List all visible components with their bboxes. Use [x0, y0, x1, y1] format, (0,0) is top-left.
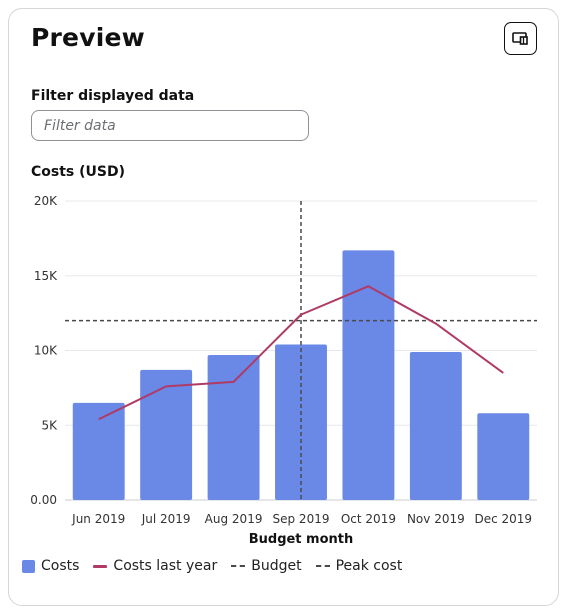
- legend-item-costs-last-year[interactable]: Costs last year: [93, 558, 217, 574]
- costs-chart: 0.00 5K 10K 15K 20K Jun 2019 Jul 2019 Aug 2019 S…: [30, 194, 537, 547]
- y-tick-label: 0.00: [30, 493, 57, 507]
- filter-label: Filter displayed data: [31, 88, 195, 104]
- legend-item-costs[interactable]: Costs: [22, 558, 79, 574]
- chart-table-toggle-icon: [512, 32, 528, 45]
- view-toggle-button[interactable]: [504, 22, 537, 55]
- chart-title: Costs (USD): [31, 164, 125, 180]
- filter-input[interactable]: [31, 110, 309, 141]
- bar-costs: [409, 351, 462, 500]
- legend-swatch-peak-cost: [315, 565, 330, 567]
- legend-label-budget: Budget: [251, 558, 302, 574]
- line-costs-last-year: [98, 285, 504, 421]
- y-tick-label: 10K: [34, 344, 58, 358]
- y-tick-label: 15K: [34, 269, 58, 283]
- preview-panel: Preview Filter displayed data Costs (USD…: [8, 8, 559, 606]
- bar-costs: [72, 402, 125, 500]
- chart-legend: Costs Costs last year Budget Peak cost: [22, 558, 416, 574]
- legend-item-budget[interactable]: Budget: [231, 558, 302, 574]
- bar-costs: [275, 344, 327, 500]
- y-tick-label: 20K: [34, 194, 58, 208]
- x-tick-label: Jul 2019: [141, 512, 191, 526]
- x-tick-label: Sep 2019: [273, 512, 330, 526]
- bar-costs: [207, 354, 260, 500]
- x-tick-label: Nov 2019: [407, 512, 465, 526]
- bar-costs: [342, 250, 395, 500]
- legend-label-peak-cost: Peak cost: [335, 558, 403, 574]
- legend-item-peak-cost[interactable]: Peak cost: [315, 558, 403, 574]
- bar-costs: [140, 369, 193, 500]
- x-axis-label: Budget month: [249, 532, 354, 547]
- legend-swatch-budget: [231, 565, 246, 567]
- legend-label-costs-last-year: Costs last year: [113, 558, 218, 574]
- x-tick-label: Jun 2019: [71, 512, 125, 526]
- panel-title: Preview: [31, 23, 145, 52]
- bar-costs: [477, 413, 530, 500]
- y-tick-label: 5K: [41, 418, 58, 432]
- legend-label-costs: Costs: [41, 558, 80, 574]
- legend-swatch-costs-last-year: [93, 564, 108, 568]
- x-tick-label: Aug 2019: [205, 512, 263, 526]
- legend-swatch-costs: [22, 559, 35, 573]
- x-tick-label: Dec 2019: [474, 512, 532, 526]
- x-tick-label: Oct 2019: [341, 512, 396, 526]
